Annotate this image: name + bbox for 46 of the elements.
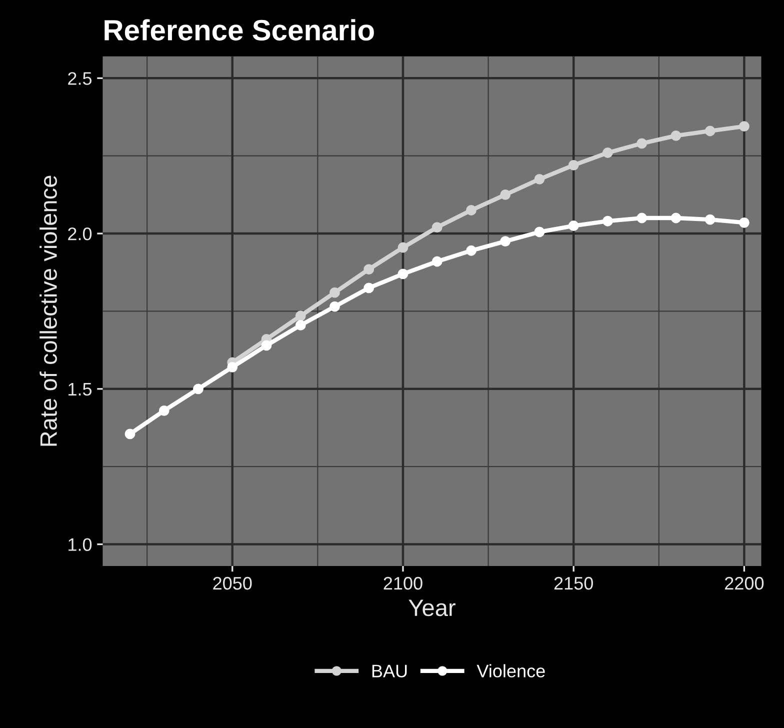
point — [364, 264, 374, 274]
point — [534, 226, 545, 238]
point — [704, 214, 716, 225]
point — [295, 320, 306, 330]
point — [398, 268, 408, 280]
point — [330, 301, 340, 312]
point — [158, 405, 170, 416]
point — [364, 282, 374, 294]
point — [670, 212, 682, 224]
x-tick-label: 2050 — [213, 576, 252, 590]
point — [432, 222, 442, 233]
point — [568, 160, 579, 170]
point — [534, 174, 545, 184]
point — [124, 428, 136, 440]
point — [500, 189, 511, 200]
point — [193, 384, 204, 394]
point — [466, 245, 476, 256]
point — [738, 121, 750, 132]
x-axis-title: Year — [408, 600, 456, 616]
point — [602, 148, 613, 158]
chart-title: Reference Scenario — [104, 19, 374, 41]
point — [500, 236, 511, 247]
point — [227, 362, 238, 372]
point — [295, 310, 306, 322]
point — [636, 212, 648, 224]
point — [738, 217, 750, 228]
y-tick-label: 1.0 — [68, 538, 92, 551]
y-tick-label: 2.5 — [68, 72, 92, 85]
x-tick-label: 2200 — [725, 576, 764, 590]
y-axis-title: Rate of collective violence — [40, 176, 57, 446]
point — [636, 138, 648, 149]
legend-label: Violence — [476, 664, 545, 678]
point — [704, 126, 716, 136]
point — [330, 287, 340, 298]
point — [466, 205, 476, 216]
x-tick-label: 2150 — [554, 576, 593, 590]
point — [398, 242, 408, 253]
point — [602, 216, 613, 226]
y-tick-label: 1.5 — [68, 383, 92, 396]
point — [568, 220, 579, 231]
x-tick-label: 2100 — [384, 576, 422, 590]
point — [432, 256, 442, 267]
y-tick-label: 2.0 — [68, 227, 92, 240]
legend-label: BAU — [372, 664, 407, 678]
point — [670, 130, 682, 141]
point — [261, 340, 272, 351]
